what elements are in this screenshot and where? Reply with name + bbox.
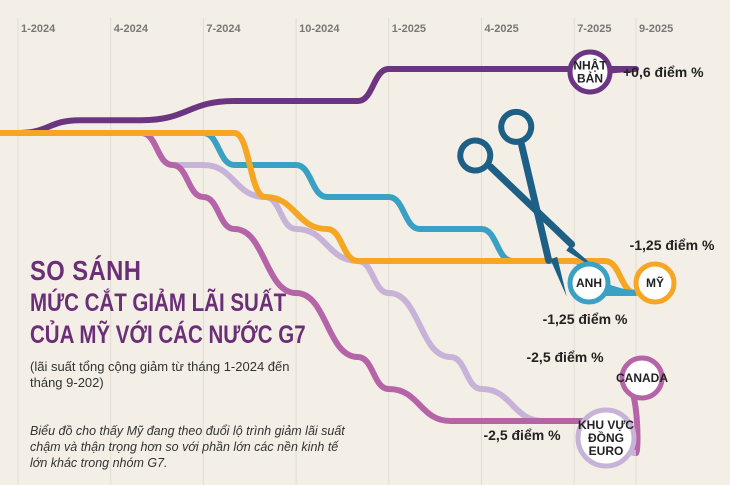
series-change-label: +0,6 điểm % <box>623 64 704 80</box>
series-name-label: EURO <box>589 444 624 458</box>
series-name-label: CANADA <box>616 371 668 385</box>
series-name-label: NHẬT <box>573 58 607 73</box>
chart-note: Biểu đồ cho thấy Mỹ đang theo đuổi lộ tr… <box>30 424 345 470</box>
x-tick-label: 4-2024 <box>114 23 149 35</box>
x-tick-label: 7-2025 <box>577 23 611 35</box>
gridlines <box>17 18 637 485</box>
series-change-label: -1,25 điểm % <box>630 237 715 253</box>
x-tick-label: 7-2024 <box>206 23 241 35</box>
scissors-icon <box>457 108 602 297</box>
x-tick-label: 9-2025 <box>639 23 673 35</box>
series-name-label: ANH <box>576 276 602 290</box>
x-axis-ticks: 1-2024 4-2024 7-2024 10-2024 1-2025 4-2025 7-2… <box>21 23 673 35</box>
x-tick-label: 1-2025 <box>392 23 426 35</box>
series-name-label: ĐỒNG <box>588 430 624 445</box>
series-name-label: BẢN <box>577 71 603 86</box>
title-block: SO SÁNH MỨC CẮT GIẢM LÃI SUẤT CỦA MỸ VỚI… <box>30 255 360 391</box>
series-change-label: -2,5 điểm % <box>483 427 561 443</box>
x-tick-label: 4-2025 <box>485 23 519 35</box>
series-endpoint-circle <box>575 407 637 469</box>
series-name-label: KHU VỰC <box>578 418 634 432</box>
series-line <box>0 129 639 456</box>
x-tick-label: 1-2024 <box>21 23 56 35</box>
series-name-label: MỸ <box>646 275 664 290</box>
series-line <box>0 129 639 296</box>
chart-subtitle: (lãi suất tổng cộng giảm từ tháng 1-2024… <box>30 359 290 390</box>
series-lines <box>0 66 639 456</box>
series-endpoint-circle <box>567 49 613 95</box>
series-endpoint-circle <box>567 261 611 305</box>
chart-title-line3: CỦA MỸ VỚI CÁC NƯỚC G7 <box>30 321 306 349</box>
series-endpoint-circle <box>633 261 677 305</box>
series-endpoint-circle <box>619 355 665 401</box>
x-tick-label: 10-2024 <box>299 23 340 35</box>
chart-title: SO SÁNH <box>30 255 142 286</box>
series-change-label: -2,5 điểm % <box>526 349 604 365</box>
series-change-label: -1,25 điểm % <box>543 311 628 327</box>
series-line <box>0 66 639 136</box>
chart-title-line2: MỨC CẮT GIẢM LÃI SUẤT <box>30 289 287 317</box>
